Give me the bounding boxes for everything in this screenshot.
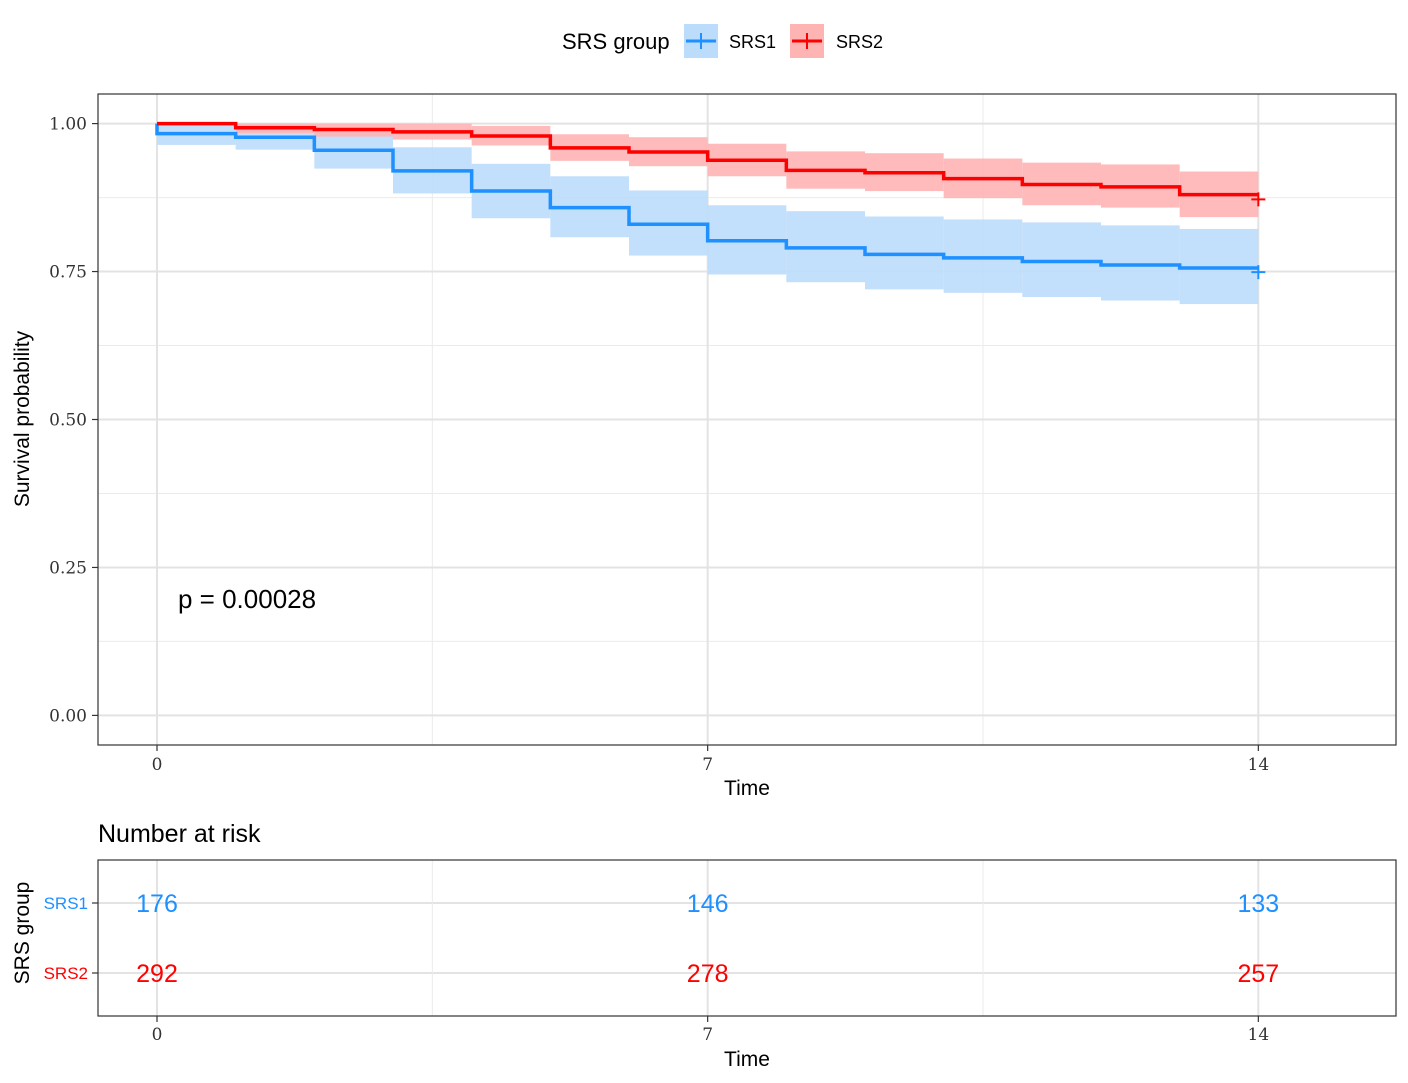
- risk-x-axis: 0 7 14: [152, 1016, 1270, 1045]
- pvalue-annotation: p = 0.00028: [178, 584, 316, 614]
- legend: SRS group SRS1 SRS2: [562, 24, 883, 58]
- legend-label-srs2: SRS2: [836, 32, 883, 52]
- x-axis-title: Time: [724, 777, 770, 800]
- ci-band-srs1: [1101, 225, 1180, 301]
- risk-values: 176 146 133 292 278 257: [136, 890, 1279, 988]
- legend-label-srs1: SRS1: [729, 32, 776, 52]
- risk-x-tick-label: 0: [152, 1025, 163, 1045]
- legend-title: SRS group: [562, 29, 670, 54]
- y-tick-label: 0.50: [49, 411, 87, 431]
- survival-curve-srs1: [155, 123, 1259, 270]
- risk-row-label-srs2: SRS2: [44, 964, 88, 983]
- risk-table-border: [97, 859, 1397, 1017]
- risk-value-srs1: 146: [687, 890, 729, 918]
- risk-value-srs2: 257: [1237, 960, 1279, 988]
- risk-value-srs1: 133: [1237, 890, 1279, 918]
- legend-item-srs1: SRS1: [684, 24, 776, 58]
- y-tick-label: 0.75: [49, 263, 87, 283]
- risk-grid: [98, 860, 1396, 1016]
- censor-marks: [1251, 192, 1266, 280]
- risk-x-axis-title: Time: [724, 1048, 770, 1071]
- x-tick-label: 0: [152, 755, 163, 775]
- y-tick-label: 0.25: [49, 558, 87, 578]
- risk-value-srs1: 176: [136, 890, 178, 918]
- x-axis: 0 7 14: [152, 745, 1270, 775]
- risk-value-srs2: 278: [687, 960, 729, 988]
- x-tick-label: 7: [702, 755, 713, 775]
- ci-band-srs1: [1022, 222, 1101, 297]
- risk-x-tick-label: 14: [1248, 1025, 1270, 1045]
- x-tick-label: 14: [1248, 755, 1270, 775]
- y-tick-label: 1.00: [49, 115, 87, 135]
- censor-mark-srs2: [1251, 192, 1266, 207]
- risk-row-label-srs1: SRS1: [44, 894, 88, 913]
- y-axis-title: Survival probability: [11, 330, 34, 507]
- risk-y-axis-title: SRS group: [11, 882, 34, 985]
- ci-band-srs1: [943, 219, 1023, 293]
- risk-value-srs2: 292: [136, 960, 178, 988]
- y-axis: 0.00 0.25 0.50 0.75 1.00: [49, 115, 98, 726]
- y-tick-label: 0.00: [49, 706, 87, 726]
- km-plot-panel: 0.00 0.25 0.50 0.75 1.00 0 7 14 p = 0.00028 Ti…: [11, 93, 1397, 800]
- risk-table-title: Number at risk: [98, 820, 261, 848]
- survival-curve-srs2: [157, 121, 1259, 197]
- legend-item-srs2: SRS2: [790, 24, 883, 58]
- survival-curves: [155, 121, 1259, 270]
- censor-mark-srs1: [1251, 265, 1266, 280]
- risk-x-tick-label: 7: [702, 1025, 713, 1045]
- risk-row-labels: SRS1 SRS2: [44, 894, 98, 983]
